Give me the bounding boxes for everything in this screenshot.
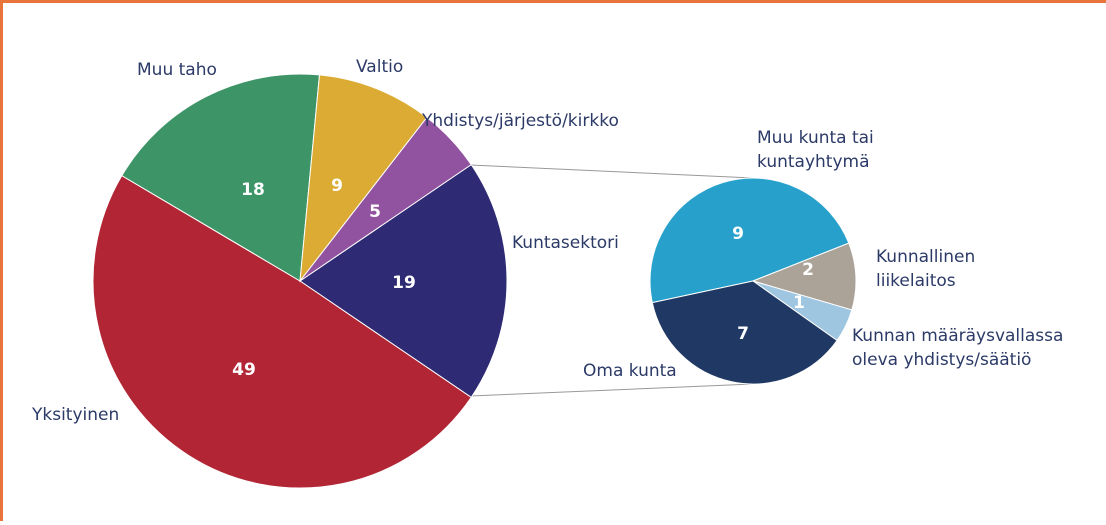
category-label: Oma kunta (583, 361, 677, 381)
category-label: Yhdistys/järjestö/kirkko (421, 111, 619, 131)
label-line: Kuntasektori (512, 233, 619, 253)
data-label: 49 (232, 360, 256, 380)
data-label: 9 (331, 176, 343, 196)
category-label: Muu kunta tai kuntayhtymä (757, 128, 874, 172)
label-line: Yksityinen (31, 405, 119, 425)
label-line: Valtio (356, 57, 403, 77)
label-line: Kunnan määräysvallassa (852, 326, 1063, 346)
connector (470, 165, 753, 178)
data-label: 2 (802, 260, 814, 280)
data-label: 9 (732, 224, 744, 244)
category-label: Valtio (356, 57, 403, 77)
category-label: Muu taho (137, 60, 217, 80)
label-line: Muu taho (137, 60, 217, 80)
label-line: liikelaitos (876, 271, 956, 291)
label-line: Muu kunta tai (757, 128, 874, 148)
label-line: Kunnallinen (876, 247, 975, 267)
data-label: 7 (737, 324, 749, 344)
category-label: Kunnallinen liikelaitos (876, 247, 975, 291)
category-label: Kuntasektori (512, 233, 619, 253)
data-label: 5 (369, 202, 381, 222)
category-label: Kunnan määräysvallassa oleva yhdistys/sää… (852, 326, 1063, 370)
data-label: 18 (241, 180, 265, 200)
label-line: kuntayhtymä (757, 152, 870, 172)
connector (470, 384, 753, 396)
label-line: oleva yhdistys/säätiö (852, 350, 1031, 370)
label-line: Yhdistys/järjestö/kirkko (421, 111, 619, 131)
label-line: Oma kunta (583, 361, 677, 381)
category-label: Yksityinen (31, 405, 119, 425)
data-label: 19 (392, 273, 416, 293)
